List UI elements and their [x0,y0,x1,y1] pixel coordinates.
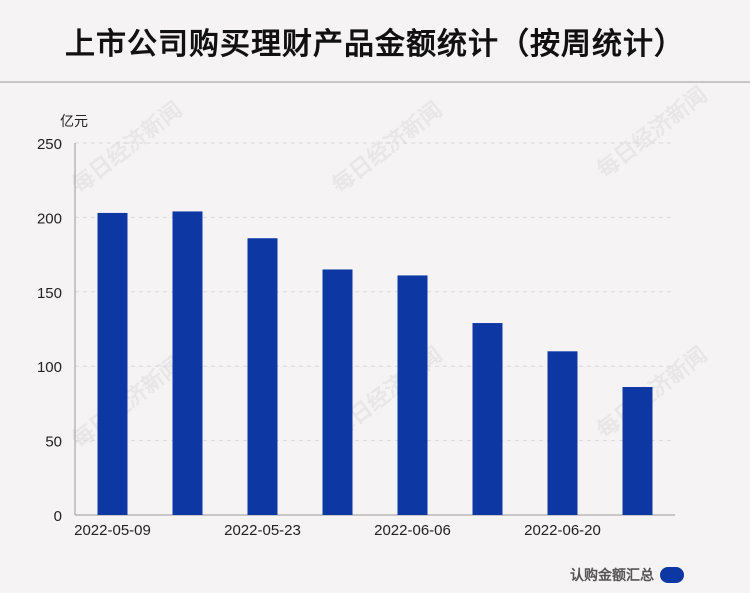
legend: 认购金额汇总 [570,565,684,585]
bar [172,211,203,515]
bar [247,238,278,515]
bar [622,387,653,515]
header: 上市公司购买理财产品金额统计（按周统计） [0,0,750,83]
bar [322,269,353,515]
x-tick-label: 2022-05-09 [74,522,151,539]
x-tick-label: 2022-06-20 [524,522,601,539]
legend-swatch [660,567,684,583]
legend-label: 认购金额汇总 [570,568,654,584]
y-tick-label: 150 [37,285,62,302]
y-tick-label: 100 [37,359,62,376]
y-tick-label: 250 [37,136,62,153]
x-tick-label: 2022-06-06 [374,522,451,539]
y-tick-label: 50 [45,434,62,451]
bar [397,275,428,515]
y-tick-label: 200 [37,210,62,227]
bar [547,351,578,515]
x-tick-label: 2022-05-23 [224,522,301,539]
y-tick-label: 0 [54,508,62,525]
chart-title: 上市公司购买理财产品金额统计（按周统计） [65,26,685,62]
bar [472,323,503,515]
y-unit-label: 亿元 [60,114,88,130]
bar [97,212,128,515]
